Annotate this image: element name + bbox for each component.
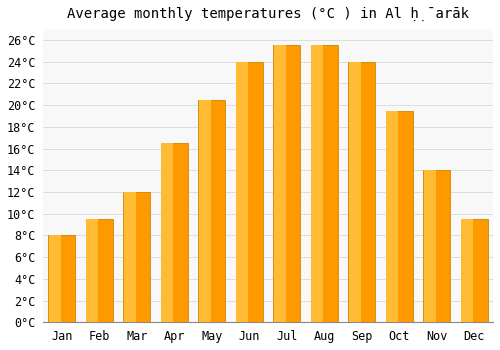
Bar (311, 46, 338, 322)
Bar (311, 46, 324, 322)
Bar (236, 62, 248, 322)
Bar (274, 46, 300, 322)
Bar (274, 46, 286, 322)
Bar (461, 219, 473, 322)
Bar (424, 170, 450, 322)
Bar (124, 192, 150, 322)
Bar (86, 219, 113, 322)
Bar (198, 100, 226, 322)
Bar (386, 111, 413, 322)
Bar (348, 62, 361, 322)
Bar (386, 111, 398, 322)
Bar (48, 236, 76, 322)
Title: Average monthly temperatures (°C ) in Al ḥ̣̄arāk: Average monthly temperatures (°C ) in Al… (67, 7, 469, 21)
Bar (461, 219, 488, 322)
Bar (161, 143, 173, 322)
Bar (124, 192, 136, 322)
Bar (161, 143, 188, 322)
Bar (424, 170, 436, 322)
Bar (48, 236, 61, 322)
Bar (198, 100, 211, 322)
Bar (236, 62, 263, 322)
Bar (86, 219, 99, 322)
Bar (348, 62, 376, 322)
